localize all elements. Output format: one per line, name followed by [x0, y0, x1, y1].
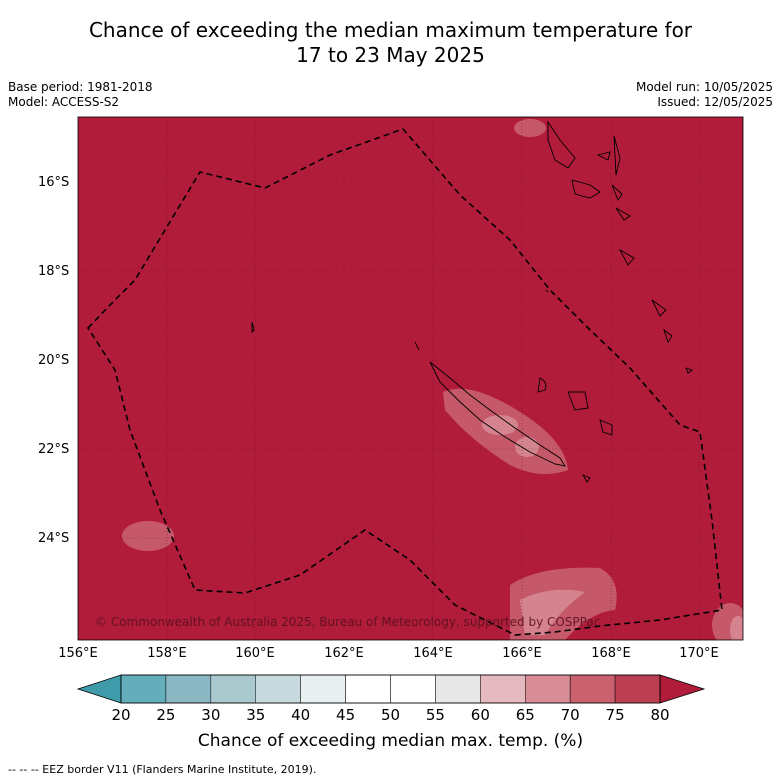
- model-info: Base period: 1981-2018 Model: ACCESS-S2: [8, 80, 153, 110]
- lon-label-168e: 168°E: [591, 646, 631, 661]
- colorbar-bin: [255, 674, 301, 704]
- lon-label-164e: 164°E: [413, 646, 453, 661]
- chart-title: Chance of exceeding the median maximum t…: [0, 18, 781, 68]
- colorbar-bin: [390, 674, 436, 704]
- lon-label-156e: 156°E: [58, 646, 98, 661]
- vanuatu-coast: [547, 120, 693, 374]
- coastlines: [251, 120, 693, 483]
- colorbar-tick-label: 55: [425, 706, 445, 724]
- lon-label-158e: 158°E: [147, 646, 187, 661]
- eez-border: [86, 128, 723, 636]
- colorbar-tick-label: 80: [650, 706, 670, 724]
- colorbar-tick-label: 30: [201, 706, 221, 724]
- colorbar-title: Chance of exceeding median max. temp. (%…: [197, 731, 584, 751]
- colorbar-tick-label: 75: [605, 706, 625, 724]
- colorbar-bin: [300, 674, 346, 704]
- issued-date: Issued: 12/05/2025: [657, 95, 773, 109]
- colorbar-bin: [210, 674, 256, 704]
- colorbar-tick-label: 50: [380, 706, 401, 724]
- colorbar-bin: [120, 674, 167, 704]
- colorbar-high-extension: [659, 674, 706, 704]
- probability-shading-light: [482, 415, 743, 640]
- model-run: Model run: 10/05/2025: [635, 80, 773, 94]
- colorbar-bin: [435, 674, 481, 704]
- lon-label-162e: 162°E: [324, 646, 364, 661]
- colorbar-tick-label: 65: [515, 706, 535, 724]
- lon-label-160e: 160°E: [235, 646, 275, 661]
- eez-legend: -- -- -- EEZ border V11 (Flanders Marine…: [8, 763, 317, 776]
- colorbar-tick-label: 25: [156, 706, 176, 724]
- colorbar-tick-label: 20: [111, 706, 131, 724]
- map-frame: [77, 116, 744, 641]
- model-name: Model: ACCESS-S2: [8, 95, 120, 109]
- title-line-2: 17 to 23 May 2025: [296, 43, 485, 67]
- new-caledonia-coast: [429, 361, 566, 467]
- loyalty-islands-coast: [537, 377, 613, 436]
- isle-of-pines-coast: [581, 474, 591, 483]
- colorbar-frame: [120, 674, 661, 704]
- colorbar-tick-label: 60: [470, 706, 490, 724]
- lat-label-24s: 24°S: [38, 531, 70, 546]
- colorbar-tick-label: 70: [560, 706, 580, 724]
- colorbar-bin: [614, 674, 661, 704]
- colorbar-bin: [569, 674, 616, 704]
- title-line-1: Chance of exceeding the median maximum t…: [88, 18, 693, 42]
- run-info: Model run: 10/05/2025 Issued: 12/05/2025: [636, 80, 773, 110]
- colorbar: [76, 674, 706, 704]
- lon-label-166e: 166°E: [502, 646, 542, 661]
- colorbar-bin: [345, 674, 391, 704]
- colorbar-tick-label: 40: [291, 706, 311, 724]
- map-panel: © Commonwealth of Australia 2025, Bureau…: [78, 117, 743, 640]
- colorbar-bin: [165, 674, 212, 704]
- map-background: [78, 117, 743, 640]
- colorbar-tick-label: 35: [246, 706, 266, 724]
- lat-label-16s: 16°S: [38, 175, 70, 190]
- colorbar-low-extension: [76, 674, 122, 704]
- lat-label-18s: 18°S: [38, 264, 70, 279]
- graticule: [78, 117, 743, 640]
- colorbar-tick-label: 45: [336, 706, 356, 724]
- base-period: Base period: 1981-2018: [8, 80, 153, 94]
- colorbar-bin: [480, 674, 526, 704]
- colorbar-bins: [120, 674, 661, 704]
- small-islands-coast: [251, 289, 549, 351]
- lat-label-22s: 22°S: [38, 442, 70, 457]
- lat-label-20s: 20°S: [38, 353, 70, 368]
- copyright-notice: © Commonwealth of Australia 2025, Bureau…: [95, 615, 600, 629]
- colorbar-bin: [525, 674, 571, 704]
- lon-label-170e: 170°E: [679, 646, 719, 661]
